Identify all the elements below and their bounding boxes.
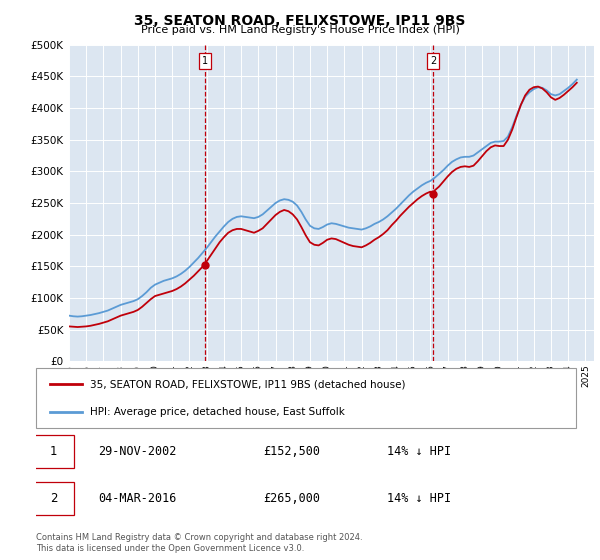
FancyBboxPatch shape [34,435,74,468]
Text: 14% ↓ HPI: 14% ↓ HPI [387,445,451,458]
Text: 35, SEATON ROAD, FELIXSTOWE, IP11 9BS: 35, SEATON ROAD, FELIXSTOWE, IP11 9BS [134,14,466,28]
Text: £265,000: £265,000 [263,492,320,505]
FancyBboxPatch shape [34,482,74,515]
Text: HPI: Average price, detached house, East Suffolk: HPI: Average price, detached house, East… [90,407,345,417]
Text: 35, SEATON ROAD, FELIXSTOWE, IP11 9BS (detached house): 35, SEATON ROAD, FELIXSTOWE, IP11 9BS (d… [90,379,406,389]
Text: 1: 1 [202,55,208,66]
Text: Contains HM Land Registry data © Crown copyright and database right 2024.
This d: Contains HM Land Registry data © Crown c… [36,533,362,553]
Text: £152,500: £152,500 [263,445,320,458]
Text: 29-NOV-2002: 29-NOV-2002 [98,445,176,458]
Text: 2: 2 [50,492,58,505]
FancyBboxPatch shape [36,368,576,428]
Text: Price paid vs. HM Land Registry's House Price Index (HPI): Price paid vs. HM Land Registry's House … [140,25,460,35]
Text: 04-MAR-2016: 04-MAR-2016 [98,492,176,505]
Text: 2: 2 [430,55,437,66]
Text: 14% ↓ HPI: 14% ↓ HPI [387,492,451,505]
Text: 1: 1 [50,445,58,458]
